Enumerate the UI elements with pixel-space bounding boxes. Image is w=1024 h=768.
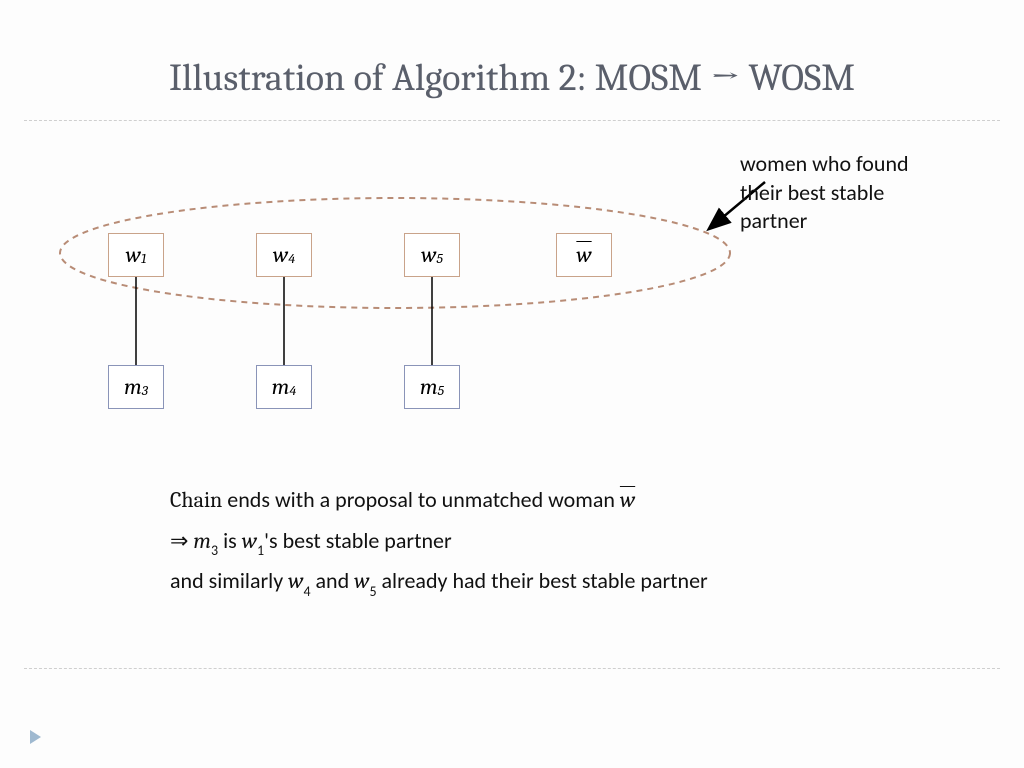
- w1-node: w1: [108, 233, 164, 277]
- body-line: and similarly w4 and w5 already had thei…: [170, 561, 708, 602]
- m5-node: m5: [404, 365, 460, 409]
- body-line: Chain ends with a proposal to unmatched …: [170, 480, 708, 521]
- w5-node: w5: [404, 233, 460, 277]
- body-line: ⇒ m3 is w1's best stable partner: [170, 521, 708, 562]
- divider-bottom: [24, 668, 1000, 669]
- slide-title: Illustration of Algorithm 2: MOSM → WOSM: [0, 56, 1024, 100]
- slide-bullet-icon: [30, 730, 41, 744]
- divider-top: [24, 120, 1000, 121]
- wbar-node: w: [556, 233, 612, 277]
- m4-node: m4: [256, 365, 312, 409]
- annotation-text: women who foundtheir best stablepartner: [740, 150, 909, 236]
- w4-node: w4: [256, 233, 312, 277]
- m3-node: m3: [108, 365, 164, 409]
- body-text: Chain ends with a proposal to unmatched …: [170, 480, 708, 602]
